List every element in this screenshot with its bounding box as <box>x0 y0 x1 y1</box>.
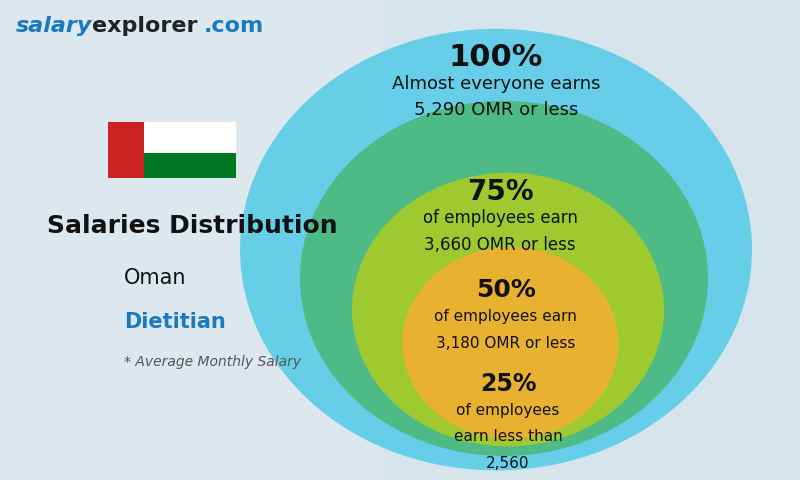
Text: Almost everyone earns: Almost everyone earns <box>392 75 600 93</box>
Text: 25%: 25% <box>480 372 536 396</box>
Text: Oman: Oman <box>124 268 186 288</box>
Ellipse shape <box>352 173 664 446</box>
Text: salary: salary <box>16 16 92 36</box>
Text: earn less than: earn less than <box>454 429 562 444</box>
Text: 5,290 OMR or less: 5,290 OMR or less <box>414 101 578 120</box>
Text: of employees earn: of employees earn <box>434 309 577 324</box>
Text: 3,660 OMR or less: 3,660 OMR or less <box>424 236 576 254</box>
Text: explorer: explorer <box>92 16 198 36</box>
Ellipse shape <box>402 247 618 439</box>
FancyBboxPatch shape <box>0 0 384 480</box>
Text: * Average Monthly Salary: * Average Monthly Salary <box>124 355 301 370</box>
Text: 3,180 OMR or less: 3,180 OMR or less <box>436 336 575 351</box>
Ellipse shape <box>300 101 708 456</box>
Text: .com: .com <box>204 16 264 36</box>
Text: Salaries Distribution: Salaries Distribution <box>46 214 338 238</box>
Text: 2,560: 2,560 <box>486 456 530 471</box>
Text: 50%: 50% <box>476 278 535 302</box>
FancyBboxPatch shape <box>144 153 236 178</box>
Text: Dietitian: Dietitian <box>124 312 226 332</box>
Text: 75%: 75% <box>466 178 534 206</box>
FancyBboxPatch shape <box>144 122 236 153</box>
Text: of employees earn: of employees earn <box>422 209 578 228</box>
FancyBboxPatch shape <box>108 122 144 178</box>
Ellipse shape <box>240 29 752 470</box>
Text: of employees: of employees <box>456 403 560 418</box>
Text: 100%: 100% <box>449 43 543 72</box>
